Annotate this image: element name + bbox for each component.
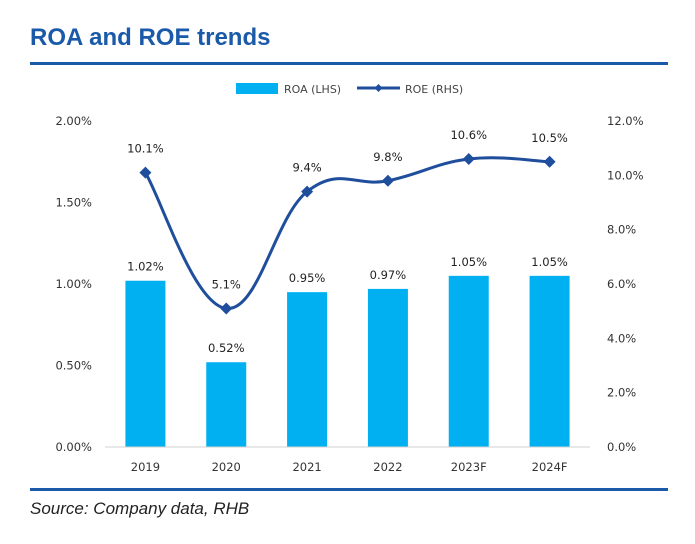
right-tick-label: 0.0% (607, 440, 636, 454)
roa-data-label-2024F: 1.05% (531, 255, 568, 269)
right-tick-label: 8.0% (607, 223, 636, 237)
legend: ROA (LHS) ROE (RHS) (236, 83, 463, 96)
x-tick-label-2023F: 2023F (451, 460, 487, 474)
roa-bar-2023F (448, 275, 489, 447)
legend-roa-swatch (236, 83, 278, 94)
roe-point-2022 (381, 174, 394, 187)
roe-point-2020 (220, 302, 233, 315)
roa-data-label-2022: 0.97% (370, 268, 407, 282)
roe-data-label-2020: 5.1% (212, 277, 241, 291)
roe-data-label-2022: 9.8% (373, 150, 402, 164)
roe-data-label-2024F: 10.5% (531, 131, 568, 145)
x-tick-label-2024F: 2024F (532, 460, 568, 474)
source-rule (30, 488, 668, 491)
chart-title: ROA and ROE trends (30, 24, 271, 51)
right-tick-label: 10.0% (607, 168, 644, 182)
legend-roa-label: ROA (LHS) (284, 83, 341, 96)
x-tick-label-2020: 2020 (212, 460, 241, 474)
roa-bar-2020 (206, 362, 247, 447)
title-rule (30, 62, 668, 65)
left-tick-label: 0.50% (55, 359, 92, 373)
roa-data-label-2019: 1.02% (127, 260, 164, 274)
roe-data-label-2023F: 10.6% (450, 128, 487, 142)
right-tick-label: 6.0% (607, 277, 636, 291)
roe-data-label-2021: 9.4% (292, 161, 321, 175)
x-tick-label-2019: 2019 (131, 460, 160, 474)
right-tick-label: 2.0% (607, 386, 636, 400)
roa-bar-2022 (367, 288, 408, 447)
roa-bar-2024F (529, 275, 570, 447)
left-tick-label: 0.00% (55, 440, 92, 454)
legend-roe-label: ROE (RHS) (405, 83, 463, 96)
label-layer: 1.02% 0.52% 0.95% 0.97% 1.05% 1.05% 10.1% 5.1% 9… (127, 128, 568, 355)
x-tick-label-2022: 2022 (373, 460, 402, 474)
roa-data-label-2023F: 1.05% (450, 255, 487, 269)
roe-point-2019 (139, 166, 152, 179)
roa-bar-2021 (287, 292, 328, 447)
roe-data-label-2019: 10.1% (127, 142, 164, 156)
axis-layer: 2019 2020 2021 2022 2023F 2024F 0.00% 0.50% 1.00… (55, 114, 643, 474)
bars-layer (125, 275, 570, 447)
roe-point-2024F (543, 155, 556, 168)
left-tick-label: 1.00% (55, 277, 92, 291)
x-tick-label-2021: 2021 (292, 460, 321, 474)
legend-roe-marker (374, 84, 383, 92)
roe-series-line (144, 156, 550, 310)
left-tick-label: 2.00% (55, 114, 92, 128)
roe-point-2021 (301, 185, 314, 198)
right-tick-label: 12.0% (607, 114, 644, 128)
left-tick-label: 1.50% (55, 196, 92, 210)
right-tick-label: 4.0% (607, 331, 636, 345)
source-note: Source: Company data, RHB (30, 499, 250, 518)
roa-data-label-2021: 0.95% (289, 271, 326, 285)
roe-point-2023F (462, 153, 475, 166)
line-layer (139, 153, 556, 315)
roa-data-label-2020: 0.52% (208, 341, 245, 355)
roa-bar-2019 (125, 280, 166, 447)
